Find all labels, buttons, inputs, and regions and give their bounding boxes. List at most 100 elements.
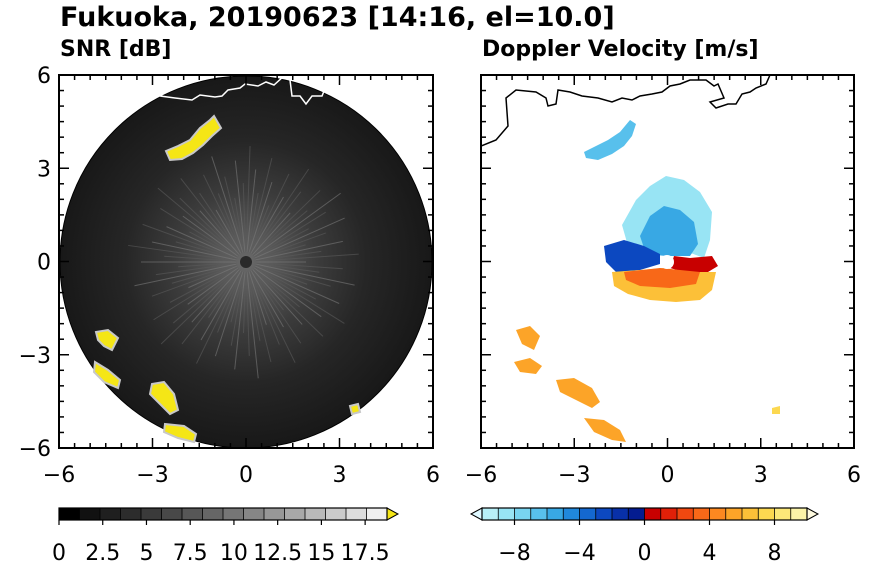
snr-streak	[248, 181, 273, 253]
snr-streak	[255, 253, 359, 262]
snr-streak	[247, 192, 259, 253]
snr-colorbar-bin	[79, 508, 101, 520]
doppler-colorbar-bin	[498, 508, 515, 520]
snr-streak	[250, 270, 284, 328]
snr-streak	[247, 271, 261, 341]
snr-streak	[181, 269, 241, 345]
doppler-panel-title: Doppler Velocity [m/s]	[482, 37, 759, 62]
snr-streak	[255, 232, 327, 260]
snr-streak	[155, 262, 237, 276]
snr-colorbar-label: 7.5	[173, 541, 208, 566]
doppler-colorbar-labels: −8 −4 0 4 8	[498, 520, 782, 566]
doppler-colorbar-bin	[758, 508, 775, 520]
snr-streak	[182, 215, 239, 257]
snr-streak	[188, 265, 238, 289]
snr-streak	[199, 192, 241, 254]
doppler-colorbar-bin	[742, 508, 759, 520]
doppler-colorbar-bin	[595, 508, 613, 520]
doppler-colorbar-bin	[644, 508, 662, 520]
snr-streak	[243, 271, 247, 333]
doppler-colorbar-bin	[774, 508, 792, 520]
snr-streak	[134, 263, 237, 287]
snr-streak	[254, 266, 345, 324]
doppler-colorbar-label: −4	[563, 541, 595, 566]
doppler-colorbar-bin	[612, 508, 629, 520]
snr-radar-center	[240, 256, 252, 268]
doppler-colorbar-bin	[693, 508, 710, 520]
snr-colorbar-bin	[325, 508, 347, 520]
snr-streak	[249, 270, 296, 363]
snr-streak	[253, 192, 341, 257]
snr-x-tick-label: −6	[43, 463, 75, 488]
snr-colorbar-bin	[264, 508, 285, 520]
snr-colorbar-bin	[284, 508, 306, 520]
snr-streak	[255, 263, 355, 286]
snr-colorbar-bin	[243, 508, 265, 520]
snr-echo-regions	[92, 114, 362, 444]
snr-streak	[252, 268, 324, 337]
snr-colorbar-bins	[58, 507, 400, 521]
snr-streak	[215, 209, 242, 254]
snr-echo-southwest-2	[92, 360, 122, 390]
snr-streak	[251, 269, 284, 311]
snr-colorbar-bin	[161, 508, 183, 520]
snr-streak	[252, 212, 291, 255]
figure-title: Fukuoka, 20190623 [14:16, el=10.0]	[60, 2, 615, 33]
snr-streak	[217, 193, 243, 253]
snr-streak	[253, 210, 308, 256]
snr-streak	[242, 183, 247, 253]
snr-streak	[171, 264, 237, 284]
snr-colorbar-label: 2.5	[85, 541, 120, 566]
snr-streak	[255, 240, 343, 261]
snr-streak	[249, 205, 270, 253]
doppler-colorbar-bin	[628, 508, 645, 520]
snr-streak	[245, 271, 250, 356]
doppler-colorbar-bin	[790, 508, 808, 520]
snr-colorbar-bin	[120, 508, 142, 520]
doppler-colorbar-bin	[482, 508, 499, 520]
doppler-echo-regions	[514, 120, 780, 442]
snr-colorbar-bin	[182, 508, 203, 520]
snr-echo-north	[164, 114, 223, 162]
doppler-colorbar-bin	[514, 508, 532, 520]
doppler-echo-center-west-strong	[604, 240, 660, 272]
doppler-plot: −6 −3 0 3 6	[465, 74, 861, 488]
doppler-colorbar-label: 4	[703, 541, 717, 566]
doppler-echo-center-recede-strong	[670, 256, 718, 272]
doppler-echo-north	[584, 120, 636, 160]
snr-coastline	[159, 75, 331, 106]
doppler-echo-south-2	[584, 418, 626, 442]
snr-streak	[255, 262, 343, 270]
doppler-colorbar-bin	[530, 508, 548, 520]
snr-streak	[247, 271, 272, 363]
doppler-x-tick-label: 6	[847, 463, 861, 488]
snr-streak	[142, 223, 237, 260]
snr-streak	[203, 174, 243, 254]
snr-streak	[234, 271, 246, 370]
snr-streak	[254, 228, 309, 258]
snr-colorbar-bin	[141, 508, 162, 520]
doppler-x-tick-label: 3	[754, 463, 768, 488]
snr-streak	[187, 267, 239, 305]
snr-streak	[253, 267, 322, 318]
snr-streak	[255, 250, 322, 262]
snr-streak	[234, 160, 246, 253]
snr-streak	[172, 268, 239, 324]
snr-streak	[211, 156, 244, 253]
snr-streak	[189, 231, 238, 258]
snr-streak	[230, 271, 245, 323]
snr-streak	[255, 264, 331, 287]
snr-radial-streaks	[128, 146, 359, 379]
snr-x-tick-label: 0	[239, 463, 253, 488]
snr-streak	[253, 268, 300, 308]
snr-streak	[217, 271, 243, 333]
snr-y-tick-label: −6	[19, 437, 51, 462]
snr-streak	[251, 191, 302, 255]
doppler-echo-center-recede-core	[624, 268, 700, 288]
snr-colorbar-label: 17.5	[341, 541, 390, 566]
snr-streak	[248, 271, 267, 325]
snr-streak	[251, 168, 310, 254]
snr-streak	[196, 270, 243, 364]
snr-streak	[230, 271, 245, 346]
snr-streak	[245, 146, 251, 253]
